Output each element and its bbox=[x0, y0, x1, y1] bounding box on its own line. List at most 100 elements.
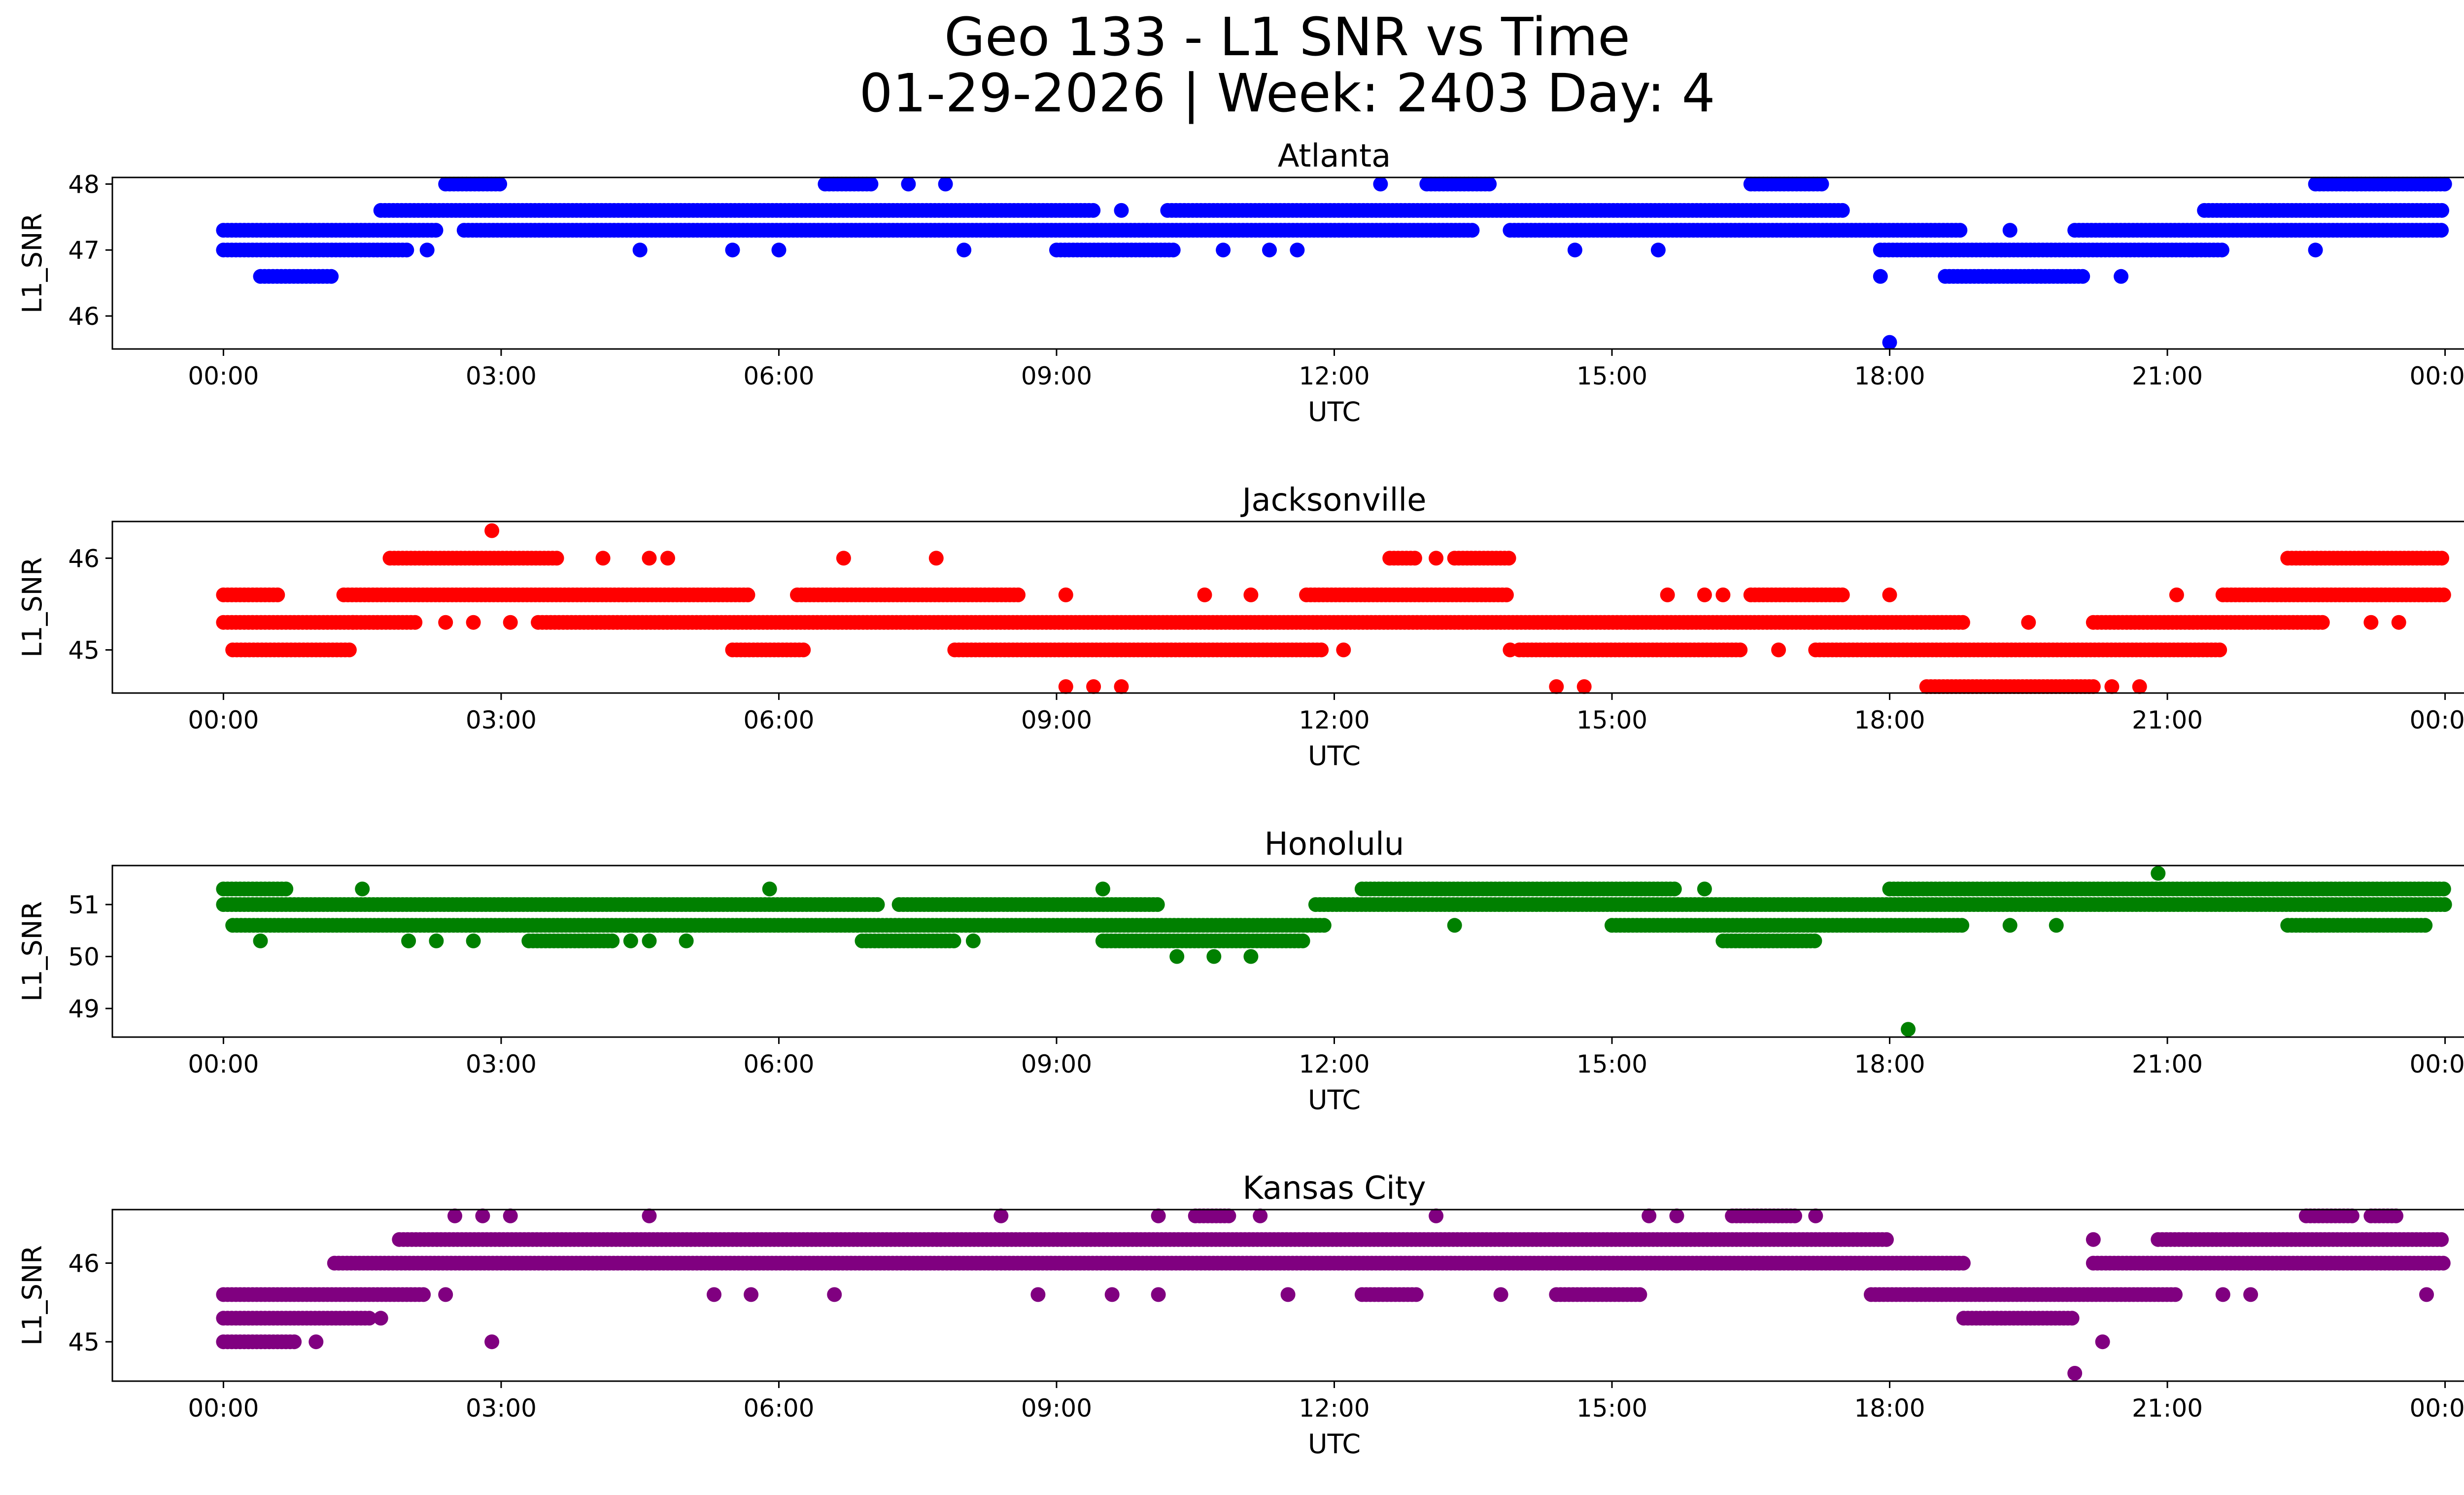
data-run bbox=[373, 203, 1101, 218]
data-point bbox=[1482, 176, 1497, 192]
y-tick-label: 51 bbox=[68, 891, 100, 919]
data-point bbox=[1407, 551, 1422, 566]
data-point bbox=[901, 176, 916, 192]
data-point bbox=[1901, 1022, 1916, 1037]
data-run bbox=[1354, 881, 1682, 897]
x-tick-label: 09:00 bbox=[1021, 362, 1092, 390]
x-axis-label: UTC bbox=[1308, 740, 1361, 771]
data-point bbox=[429, 933, 444, 948]
data-point bbox=[1114, 203, 1129, 218]
data-run bbox=[1299, 587, 1514, 602]
data-run bbox=[1715, 933, 1822, 948]
data-point bbox=[1373, 176, 1388, 192]
x-tick-label: 15:00 bbox=[1576, 1050, 1647, 1078]
y-tick-label: 47 bbox=[68, 236, 100, 265]
data-point bbox=[993, 1208, 1009, 1223]
data-point bbox=[1660, 587, 1675, 602]
x-tick-label: 21:00 bbox=[2132, 706, 2203, 734]
data-point bbox=[549, 551, 564, 566]
data-point bbox=[1011, 587, 1026, 602]
data-run bbox=[2280, 918, 2433, 933]
data-run bbox=[2086, 615, 2330, 630]
y-tick-label: 46 bbox=[68, 302, 100, 331]
data-run bbox=[2308, 176, 2452, 192]
data-point bbox=[1808, 1208, 1823, 1223]
x-tick-label: 15:00 bbox=[1576, 362, 1647, 390]
data-point bbox=[2436, 587, 2451, 602]
data-point bbox=[2002, 223, 2018, 238]
data-point bbox=[1408, 1287, 1424, 1302]
data-point bbox=[1882, 335, 1897, 350]
data-run bbox=[216, 1311, 377, 1326]
data-point bbox=[2168, 1287, 2183, 1302]
y-axis-label: L1_SNR bbox=[17, 901, 48, 1002]
data-run bbox=[216, 1287, 431, 1302]
x-tick-label: 09:00 bbox=[1021, 706, 1092, 734]
data-point bbox=[1295, 933, 1310, 948]
data-point bbox=[725, 243, 740, 258]
data-point bbox=[1314, 642, 1329, 658]
y-tick-label: 45 bbox=[68, 636, 100, 665]
data-point bbox=[2418, 918, 2433, 933]
data-series bbox=[216, 523, 2451, 694]
x-tick-label: 00:00 bbox=[2410, 362, 2464, 390]
data-point bbox=[1114, 679, 1129, 694]
data-run bbox=[1419, 176, 1497, 192]
chart-title: Geo 133 - L1 SNR vs Time bbox=[944, 7, 1630, 68]
data-point bbox=[1221, 1208, 1236, 1223]
data-point bbox=[1169, 949, 1185, 964]
data-point bbox=[1290, 243, 1305, 258]
data-point bbox=[399, 243, 414, 258]
data-point bbox=[466, 933, 481, 948]
data-point bbox=[642, 551, 657, 566]
data-point bbox=[1150, 897, 1165, 912]
data-run bbox=[216, 881, 294, 897]
data-point bbox=[466, 615, 481, 630]
data-run bbox=[216, 243, 414, 258]
data-point bbox=[270, 587, 285, 602]
data-point bbox=[2363, 615, 2379, 630]
data-point bbox=[2436, 881, 2451, 897]
data-point bbox=[278, 881, 294, 897]
data-run bbox=[1549, 1287, 1647, 1302]
data-run bbox=[225, 642, 357, 658]
data-point bbox=[928, 551, 944, 566]
data-point bbox=[419, 243, 435, 258]
x-tick-label: 18:00 bbox=[1854, 706, 1925, 734]
data-point bbox=[1262, 243, 1277, 258]
data-point bbox=[1954, 918, 1970, 933]
data-run bbox=[382, 551, 564, 566]
data-run bbox=[225, 918, 1332, 933]
data-run bbox=[725, 642, 811, 658]
data-point bbox=[1316, 918, 1332, 933]
data-point bbox=[1873, 269, 1888, 284]
data-run bbox=[392, 1232, 1894, 1247]
data-run bbox=[1725, 1208, 1802, 1223]
data-point bbox=[2002, 918, 2018, 933]
data-point bbox=[1429, 1208, 1444, 1223]
data-point bbox=[355, 881, 370, 897]
data-run bbox=[818, 176, 879, 192]
data-point bbox=[1206, 949, 1222, 964]
data-run bbox=[2197, 203, 2449, 218]
data-run bbox=[855, 933, 961, 948]
data-point bbox=[740, 587, 755, 602]
x-axis-label: UTC bbox=[1308, 1084, 1361, 1115]
data-point bbox=[2391, 615, 2406, 630]
data-run bbox=[1512, 642, 1748, 658]
y-tick-label: 46 bbox=[68, 544, 100, 573]
data-point bbox=[1216, 243, 1231, 258]
data-point bbox=[2434, 1232, 2449, 1247]
data-point bbox=[957, 243, 972, 258]
data-run bbox=[2067, 223, 2449, 238]
data-point bbox=[1501, 551, 1516, 566]
data-point bbox=[2434, 223, 2449, 238]
data-point bbox=[484, 523, 500, 538]
subplot-title: Atlanta bbox=[1278, 138, 1391, 174]
x-tick-label: 00:00 bbox=[188, 362, 259, 390]
x-tick-label: 06:00 bbox=[743, 362, 814, 390]
data-run bbox=[1919, 679, 2101, 694]
